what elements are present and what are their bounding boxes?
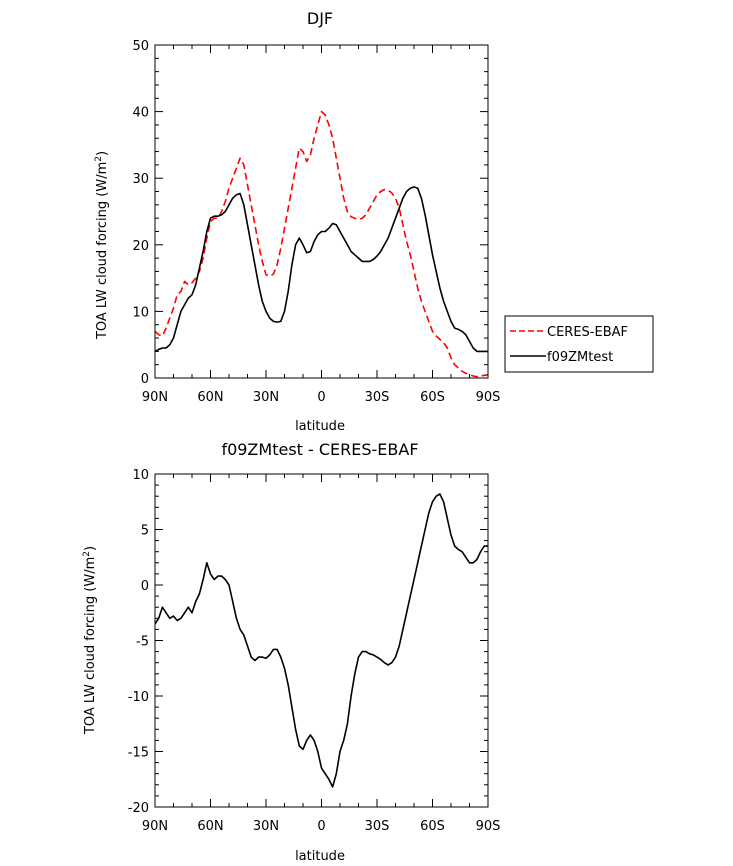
- bottom-x-tick-label: 90S: [476, 819, 501, 834]
- top-x-tick-label: 0: [317, 390, 325, 405]
- top-y-axis-label-sup: 2: [94, 156, 104, 162]
- top-x-tick-labels: 90N 60N 30N 0 30S 60S 90S: [142, 390, 501, 405]
- bottom-y-tick-label: -5: [136, 635, 149, 650]
- top-y-axis-label-end: ): [95, 151, 110, 156]
- top-y-axis-label: TOA LW cloud forcing (W/m2): [94, 151, 110, 340]
- bottom-y-tick-label: 0: [141, 579, 149, 594]
- top-series-ceres-ebaf: [154, 110, 489, 378]
- top-plot-frame: [154, 44, 489, 379]
- bottom-x-tick-label: 60S: [420, 819, 445, 834]
- legend: CERES-EBAF f09ZMtest: [504, 315, 654, 373]
- top-y-tick-label: 0: [141, 372, 149, 387]
- bottom-y-tick-label: -15: [128, 746, 149, 761]
- top-x-tick-label: 60N: [197, 390, 223, 405]
- bottom-y-tick-labels: -20 -15 -10 -5 0 5 10: [128, 468, 149, 816]
- bottom-y-tick-label: 10: [132, 468, 149, 483]
- bottom-x-tick-label: 0: [317, 819, 325, 834]
- bottom-x-tick-labels: 90N 60N 30N 0 30S 60S 90S: [142, 819, 501, 834]
- legend-label-ceres-ebaf: CERES-EBAF: [547, 325, 628, 340]
- bottom-y-axis-label-main: TOA LW cloud forcing (W/m: [83, 557, 98, 735]
- top-y-tick-label: 40: [132, 106, 149, 121]
- top-y-tick-label: 50: [132, 39, 149, 54]
- legend-label-f09zmtest: f09ZMtest: [547, 350, 613, 365]
- top-y-tick-label: 30: [132, 172, 149, 187]
- top-chart-title: DJF: [307, 9, 333, 28]
- bottom-x-tick-label: 30S: [365, 819, 390, 834]
- bottom-axis-ticks: [154, 473, 489, 808]
- legend-box: [504, 315, 654, 373]
- bottom-x-tick-label: 60N: [197, 819, 223, 834]
- top-x-tick-label: 30S: [365, 390, 390, 405]
- bottom-plot-frame: [154, 473, 489, 808]
- bottom-y-axis-label-sup: 2: [82, 551, 92, 557]
- top-chart: DJF 90N 60N 30N 0 30S 60S 90S 0 10 20 30 40 50 lati…: [94, 9, 654, 434]
- top-series-f09zmtest: [154, 186, 488, 353]
- bottom-series-lines: [154, 493, 488, 788]
- top-y-tick-label: 20: [132, 239, 149, 254]
- bottom-y-axis-label-end: ): [83, 546, 98, 551]
- bottom-chart: f09ZMtest - CERES-EBAF 90N 60N 30N 0 30S 60S 9…: [82, 440, 500, 864]
- bottom-x-tick-label: 90N: [142, 819, 168, 834]
- top-y-tick-label: 10: [132, 305, 149, 320]
- top-x-axis-label: latitude: [295, 419, 345, 434]
- bottom-y-axis-label: TOA LW cloud forcing (W/m2): [82, 546, 98, 735]
- bottom-x-tick-label: 30N: [253, 819, 279, 834]
- top-x-tick-label: 90N: [142, 390, 168, 405]
- bottom-x-axis-label: latitude: [295, 849, 345, 864]
- top-y-axis-label-main: TOA LW cloud forcing (W/m: [95, 162, 110, 340]
- bottom-chart-title: f09ZMtest - CERES-EBAF: [221, 440, 418, 459]
- bottom-y-tick-label: -10: [128, 690, 149, 705]
- top-axis-ticks: [154, 44, 489, 379]
- top-x-tick-label: 60S: [420, 390, 445, 405]
- top-series-lines: [154, 110, 489, 378]
- bottom-y-tick-label: -20: [128, 801, 149, 816]
- top-y-tick-labels: 0 10 20 30 40 50: [132, 39, 149, 387]
- top-x-tick-label: 90S: [476, 390, 501, 405]
- bottom-series-f09zmtest-ceres-ebaf: [154, 493, 488, 788]
- bottom-y-tick-label: 5: [141, 524, 149, 539]
- top-x-tick-label: 30N: [253, 390, 279, 405]
